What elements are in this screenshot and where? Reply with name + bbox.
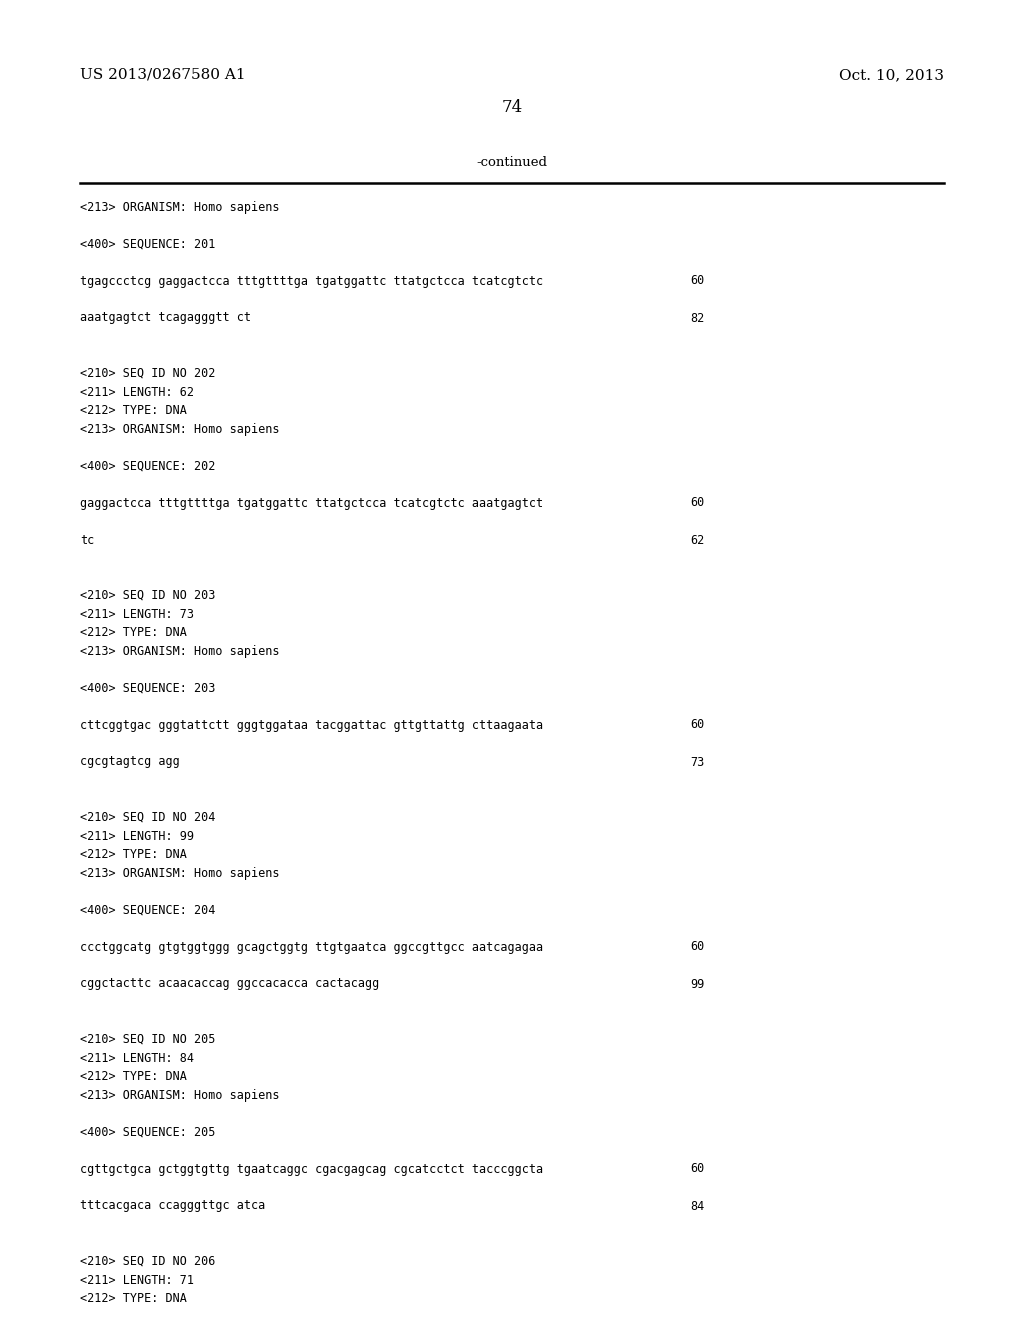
Text: <213> ORGANISM: Homo sapiens: <213> ORGANISM: Homo sapiens: [80, 201, 280, 214]
Text: US 2013/0267580 A1: US 2013/0267580 A1: [80, 69, 246, 82]
Text: <212> TYPE: DNA: <212> TYPE: DNA: [80, 847, 186, 861]
Text: cttcggtgac gggtattctt gggtggataa tacggattac gttgttattg cttaagaata: cttcggtgac gggtattctt gggtggataa tacggat…: [80, 718, 543, 731]
Text: aaatgagtct tcagagggtt ct: aaatgagtct tcagagggtt ct: [80, 312, 251, 325]
Text: <213> ORGANISM: Homo sapiens: <213> ORGANISM: Homo sapiens: [80, 866, 280, 879]
Text: 60: 60: [690, 496, 705, 510]
Text: 99: 99: [690, 978, 705, 990]
Text: <212> TYPE: DNA: <212> TYPE: DNA: [80, 1071, 186, 1082]
Text: <400> SEQUENCE: 203: <400> SEQUENCE: 203: [80, 681, 215, 694]
Text: 60: 60: [690, 275, 705, 288]
Text: <212> TYPE: DNA: <212> TYPE: DNA: [80, 626, 186, 639]
Text: 82: 82: [690, 312, 705, 325]
Text: tttcacgaca ccagggttgc atca: tttcacgaca ccagggttgc atca: [80, 1200, 265, 1213]
Text: 60: 60: [690, 1163, 705, 1176]
Text: cgttgctgca gctggtgttg tgaatcaggc cgacgagcag cgcatcctct tacccggcta: cgttgctgca gctggtgttg tgaatcaggc cgacgag…: [80, 1163, 543, 1176]
Text: <211> LENGTH: 62: <211> LENGTH: 62: [80, 385, 194, 399]
Text: cggctacttc acaacaccag ggccacacca cactacagg: cggctacttc acaacaccag ggccacacca cactaca…: [80, 978, 379, 990]
Text: <400> SEQUENCE: 204: <400> SEQUENCE: 204: [80, 903, 215, 916]
Text: ccctggcatg gtgtggtggg gcagctggtg ttgtgaatca ggccgttgcc aatcagagaa: ccctggcatg gtgtggtggg gcagctggtg ttgtgaa…: [80, 940, 543, 953]
Text: <212> TYPE: DNA: <212> TYPE: DNA: [80, 404, 186, 417]
Text: 60: 60: [690, 940, 705, 953]
Text: <210> SEQ ID NO 206: <210> SEQ ID NO 206: [80, 1255, 215, 1269]
Text: <213> ORGANISM: Homo sapiens: <213> ORGANISM: Homo sapiens: [80, 1089, 280, 1101]
Text: cgcgtagtcg agg: cgcgtagtcg agg: [80, 755, 180, 768]
Text: <400> SEQUENCE: 205: <400> SEQUENCE: 205: [80, 1126, 215, 1138]
Text: <210> SEQ ID NO 205: <210> SEQ ID NO 205: [80, 1034, 215, 1045]
Text: <400> SEQUENCE: 201: <400> SEQUENCE: 201: [80, 238, 215, 251]
Text: <211> LENGTH: 84: <211> LENGTH: 84: [80, 1052, 194, 1064]
Text: -continued: -continued: [476, 156, 548, 169]
Text: <211> LENGTH: 71: <211> LENGTH: 71: [80, 1274, 194, 1287]
Text: 73: 73: [690, 755, 705, 768]
Text: <210> SEQ ID NO 202: <210> SEQ ID NO 202: [80, 367, 215, 380]
Text: tgagccctcg gaggactcca tttgttttga tgatggattc ttatgctcca tcatcgtctc: tgagccctcg gaggactcca tttgttttga tgatgga…: [80, 275, 543, 288]
Text: 62: 62: [690, 533, 705, 546]
Text: <213> ORGANISM: Homo sapiens: <213> ORGANISM: Homo sapiens: [80, 644, 280, 657]
Text: <210> SEQ ID NO 204: <210> SEQ ID NO 204: [80, 810, 215, 824]
Text: <213> ORGANISM: Homo sapiens: <213> ORGANISM: Homo sapiens: [80, 422, 280, 436]
Text: <400> SEQUENCE: 202: <400> SEQUENCE: 202: [80, 459, 215, 473]
Text: <211> LENGTH: 99: <211> LENGTH: 99: [80, 829, 194, 842]
Text: Oct. 10, 2013: Oct. 10, 2013: [839, 69, 944, 82]
Text: tc: tc: [80, 533, 94, 546]
Text: 84: 84: [690, 1200, 705, 1213]
Text: 74: 74: [502, 99, 522, 116]
Text: <212> TYPE: DNA: <212> TYPE: DNA: [80, 1292, 186, 1305]
Text: <211> LENGTH: 73: <211> LENGTH: 73: [80, 607, 194, 620]
Text: <210> SEQ ID NO 203: <210> SEQ ID NO 203: [80, 589, 215, 602]
Text: 60: 60: [690, 718, 705, 731]
Text: gaggactcca tttgttttga tgatggattc ttatgctcca tcatcgtctc aaatgagtct: gaggactcca tttgttttga tgatggattc ttatgct…: [80, 496, 543, 510]
